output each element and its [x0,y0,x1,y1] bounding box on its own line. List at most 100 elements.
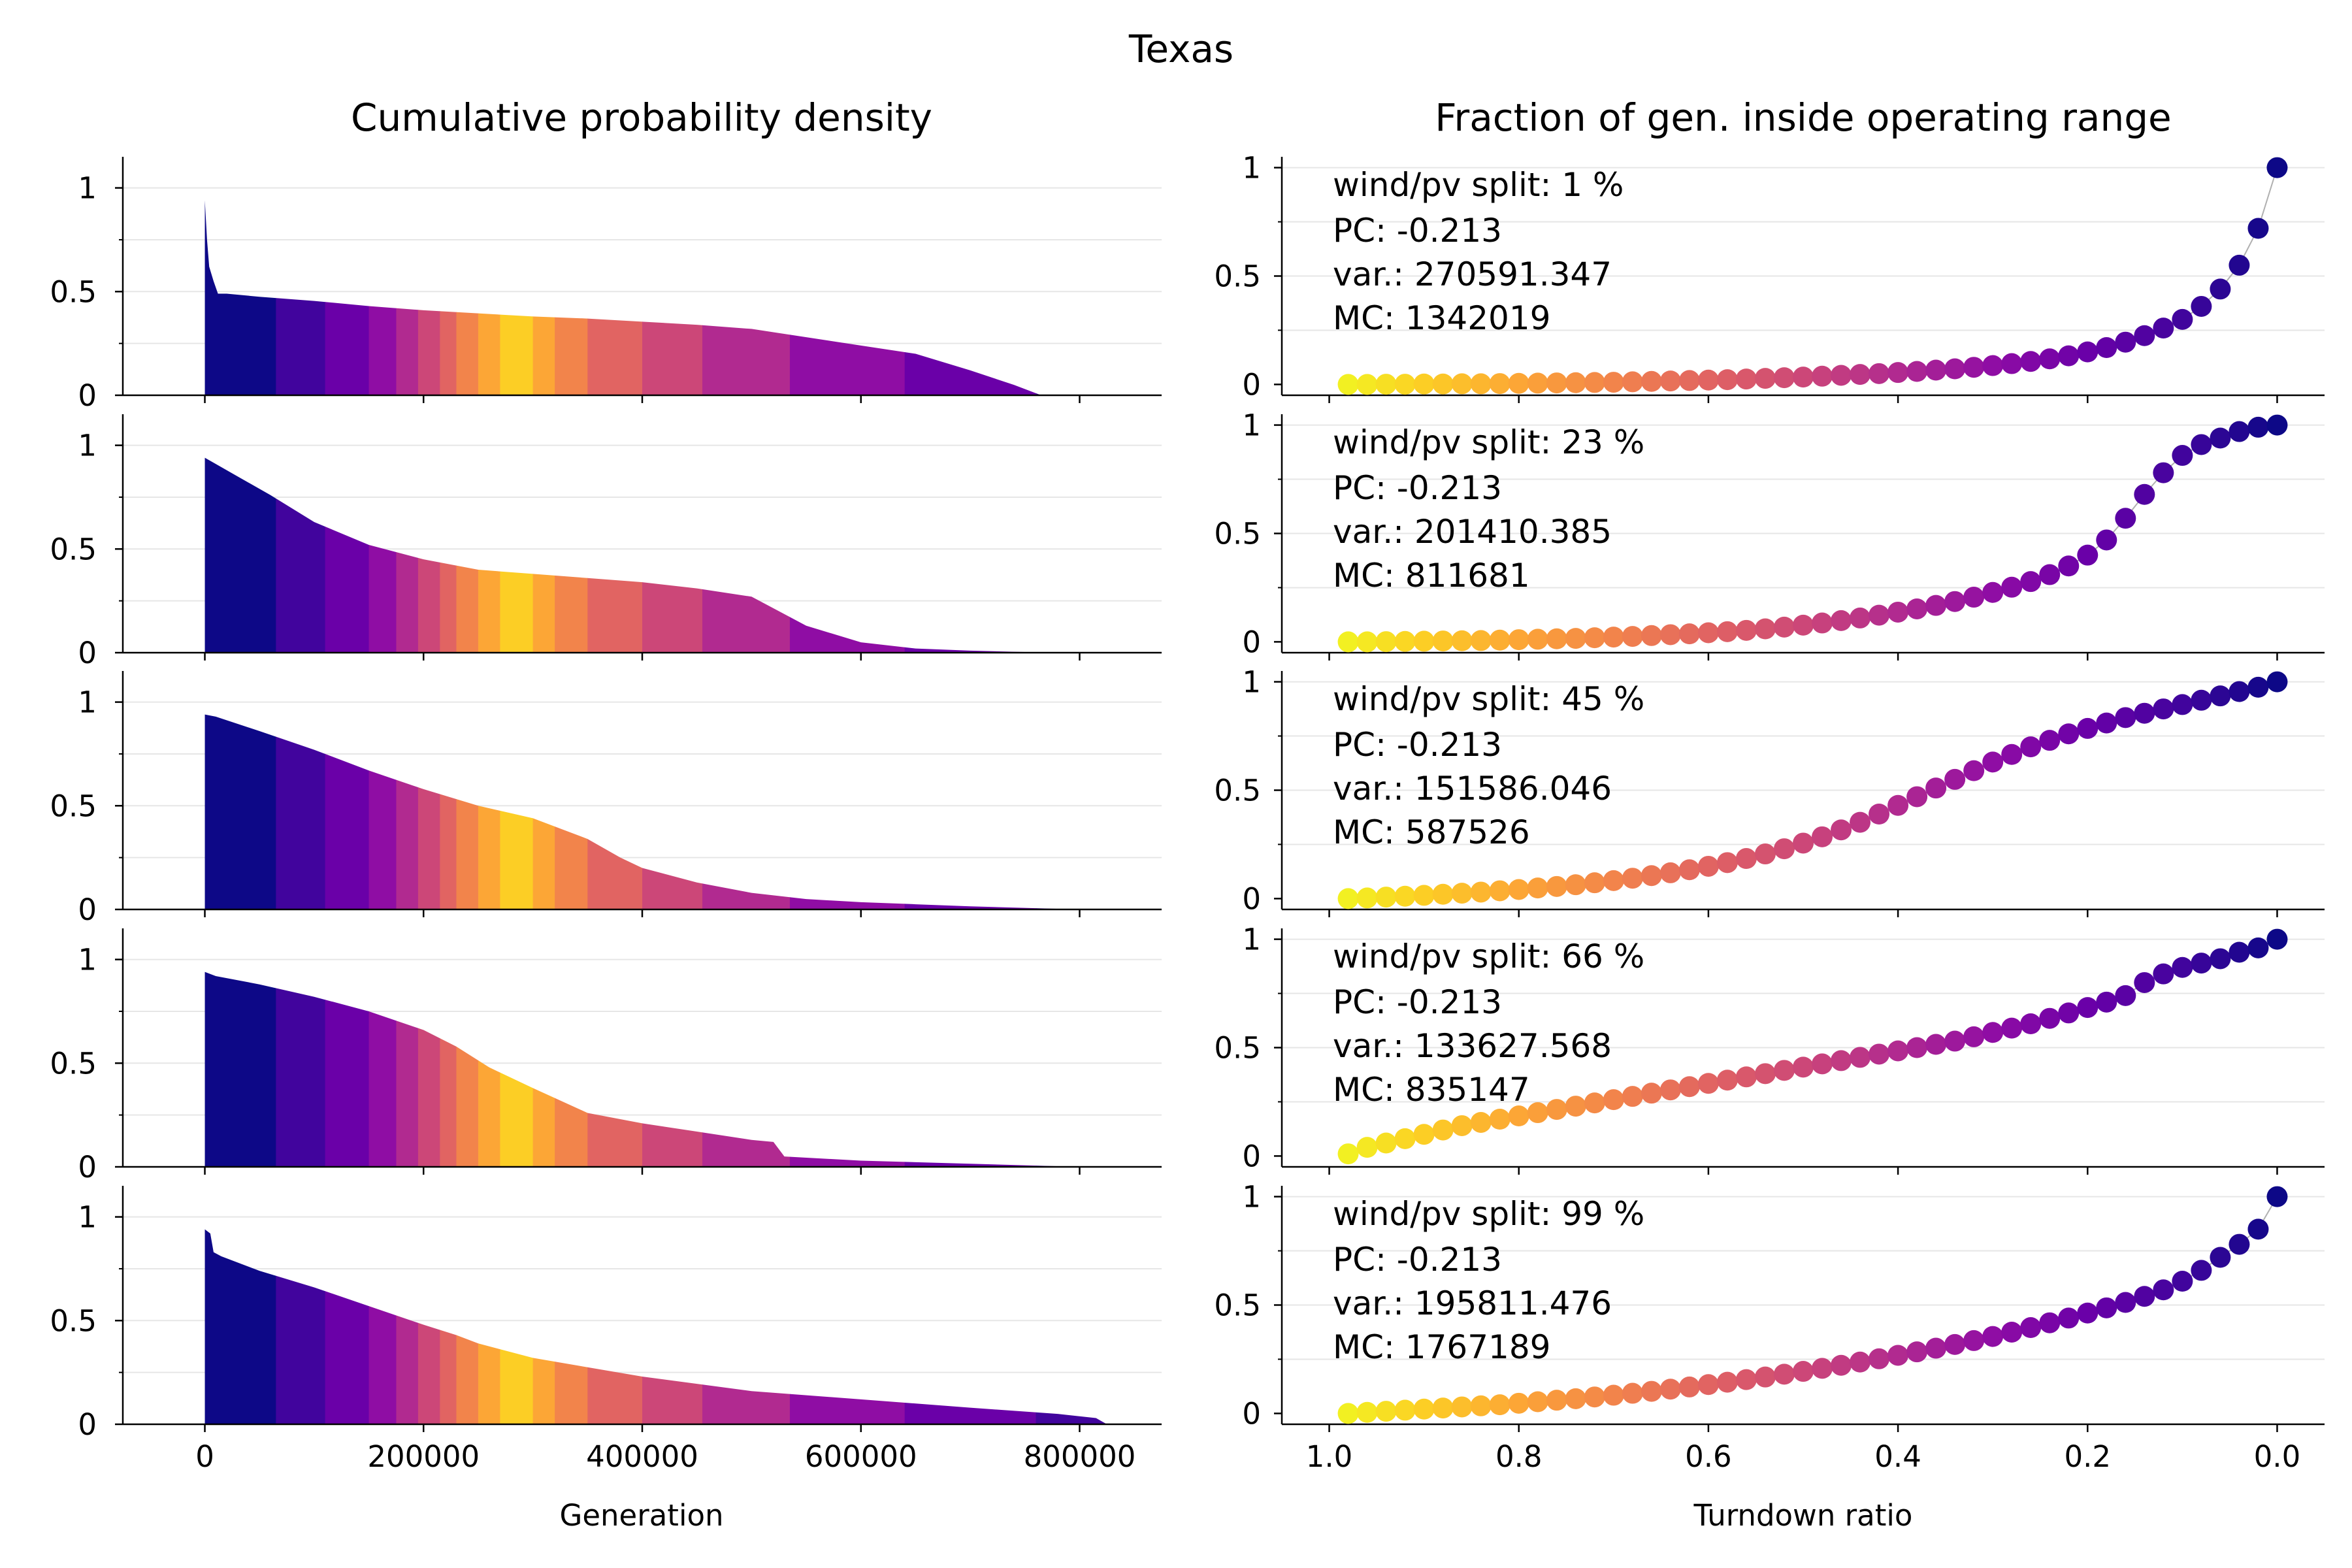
scatter-point [1887,362,1909,384]
left-y-tick-label: 0 [78,892,97,927]
scatter-series-1 [1337,157,2288,395]
scatter-point [1641,625,1662,646]
scatter-point [1963,357,1985,378]
scatter-point [1793,1361,1814,1382]
mc-annotation: MC: 1767189 [1333,1328,1550,1366]
scatter-point [1641,1380,1662,1402]
left-y-tick-label: 0.5 [50,532,97,566]
scatter-point [2191,1260,2212,1281]
left-y-tick-label: 0.5 [50,274,97,309]
scatter-point [1735,619,1757,641]
scatter-point [2153,698,2174,720]
scatter-point [1793,1056,1814,1078]
var-annotation: var.: 270591.347 [1333,255,1612,293]
scatter-point [1659,1379,1681,1400]
scatter-point [2115,985,2136,1006]
scatter-point [1869,363,1890,384]
scatter-point [2153,318,2174,339]
scatter-point [2172,956,2193,978]
scatter-point [1508,372,1529,394]
scatter-point [1508,1392,1529,1414]
scatter-point [1508,1105,1529,1127]
right-x-tick-label: 0.6 [1685,1439,1732,1474]
scatter-point [2020,1317,2042,1339]
scatter-point [2077,341,2099,363]
scatter-point [1735,1369,1757,1390]
var-annotation: var.: 195811.476 [1333,1284,1612,1322]
scatter-point [1773,616,1795,638]
scatter-point [1432,373,1454,395]
right-y-tick-label: 0 [1242,1396,1261,1431]
scatter-point [1716,621,1738,642]
scatter-point [1489,629,1511,651]
scatter-point [2096,337,2117,358]
scatter-point [1869,1043,1890,1065]
right-y-tick-label: 0.5 [1214,1288,1261,1323]
right-x-tick-label: 0.8 [1495,1439,1543,1474]
scatter-point [1622,1382,1643,1404]
left-x-tick-label: 800000 [1024,1439,1136,1474]
scatter-point [2210,1247,2231,1268]
scatter-point [2039,564,2061,585]
scatter-point [1887,1345,1909,1366]
scatter-point [1546,372,1567,394]
scatter-point [2247,676,2269,698]
scatter-point [1982,751,2004,773]
scatter-point [1603,372,1624,393]
scatter-point [2001,1017,2023,1039]
scatter-point [1470,881,1492,903]
scatter-point [1451,1396,1473,1418]
scatter-point [1337,631,1359,653]
scatter-point [2039,1007,2061,1029]
left-y-tick-label: 0 [78,378,97,413]
scatter-point [1963,760,1985,781]
scatter-point [1394,374,1416,395]
scatter-point [1413,885,1435,906]
scatter-point [1470,373,1492,395]
scatter-point [2039,348,2061,370]
scatter-point [1754,843,1776,865]
scatter-series-3 [1337,671,2288,909]
scatter-point [1773,838,1795,860]
scatter-point [1831,819,1852,841]
scatter-point [1812,1053,1833,1075]
scatter-point [2001,1321,2023,1343]
scatter-point [1812,1358,1833,1379]
left-column-title: Cumulative probability density [351,95,932,140]
scatter-point [1375,1401,1397,1422]
scatter-point [1356,631,1378,653]
mc-annotation: MC: 835147 [1333,1071,1530,1109]
split-annotation: wind/pv split: 23 % [1333,423,1644,461]
scatter-point [1546,1390,1567,1411]
scatter-point [1432,630,1454,652]
scatter-point [1793,832,1814,854]
scatter-point [1887,1040,1909,1062]
scatter-point [1603,870,1624,891]
scatter-point [1812,365,1833,387]
scatter-point [1394,1128,1416,1149]
scatter-point [1413,630,1435,652]
scatter-point [1622,1086,1643,1107]
scatter-point [2077,1302,2099,1324]
scatter-point [2210,685,2231,707]
scatter-point [1925,1034,1947,1055]
density-band [204,972,276,1167]
scatter-point [1489,880,1511,902]
scatter-point [1944,358,1966,380]
scatter-point [2058,555,2080,577]
right-y-tick-label: 1 [1242,923,1261,957]
split-annotation: wind/pv split: 99 % [1333,1195,1644,1233]
scatter-point [1716,1070,1738,1091]
scatter-point [2191,689,2212,711]
scatter-point [2247,1218,2269,1240]
scatter-point [2039,1312,2061,1333]
scatter-point [2210,278,2231,300]
scatter-point [1754,1063,1776,1085]
right-y-tick-label: 0 [1242,625,1261,659]
scatter-point [1831,610,1852,631]
scatter-point [1925,359,1947,381]
scatter-series-5 [1337,1186,2288,1424]
left-y-tick-label: 1 [78,685,97,720]
scatter-point [1622,371,1643,393]
scatter-point [2058,1307,2080,1329]
